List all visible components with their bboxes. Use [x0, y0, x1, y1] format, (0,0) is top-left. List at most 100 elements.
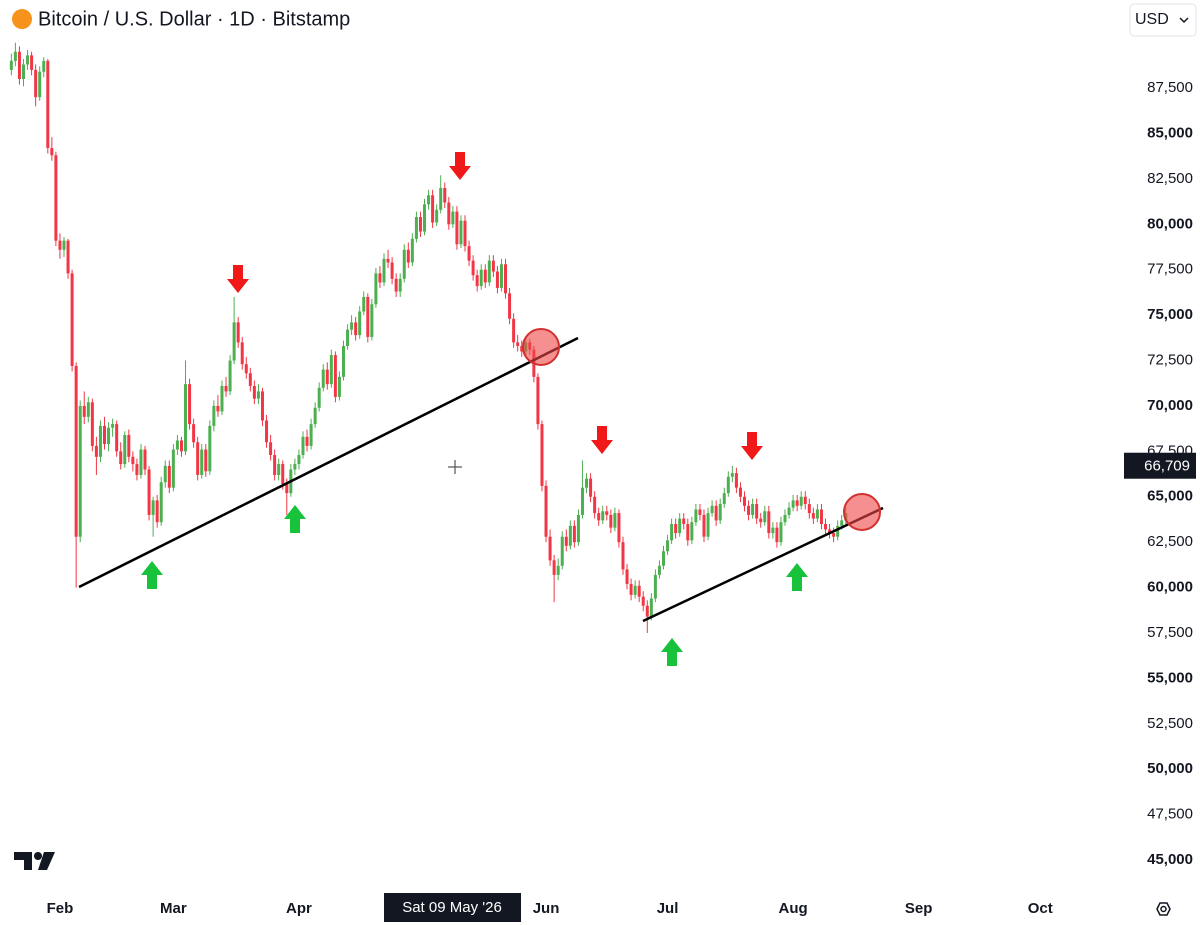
candle-body	[54, 155, 58, 241]
candle-body	[706, 513, 710, 537]
candle-body	[252, 385, 256, 399]
candle-body	[431, 195, 435, 223]
currency-box[interactable]	[1129, 3, 1197, 37]
candle-body	[674, 524, 678, 534]
candle-body	[560, 536, 564, 566]
candle-body	[718, 504, 722, 521]
y-tick-label: 72,500	[1147, 352, 1193, 369]
candle-body	[759, 518, 763, 523]
candle-body	[544, 485, 548, 537]
candle-body	[167, 465, 171, 488]
candle-body	[410, 238, 414, 263]
candle-body	[366, 296, 370, 337]
candle-body	[459, 220, 463, 245]
currency-label[interactable]: USD	[1135, 11, 1169, 28]
crosshair	[448, 460, 462, 474]
candle-body	[333, 355, 337, 397]
candle-body	[625, 569, 629, 584]
candle-body	[256, 391, 260, 399]
y-tick-label: 82,500	[1147, 170, 1193, 187]
candle-body	[471, 260, 475, 276]
candle-body	[447, 202, 451, 225]
candle-body	[491, 260, 495, 272]
down-arrows	[227, 152, 763, 460]
candle-body	[710, 505, 714, 514]
candle-body	[46, 60, 50, 149]
candle-body	[767, 511, 771, 534]
candle-body	[467, 246, 471, 261]
candle-body	[836, 525, 840, 537]
candle-body	[42, 60, 46, 72]
candle-body	[698, 509, 702, 515]
candle-body	[791, 500, 795, 508]
currency-selector[interactable]: USD	[1129, 3, 1197, 37]
candle-body	[224, 385, 228, 392]
candle-body	[580, 487, 584, 515]
candle-body	[155, 500, 159, 523]
candle-body	[260, 391, 264, 421]
tv-logo	[14, 852, 55, 870]
candle-body	[483, 269, 487, 283]
candle-body	[248, 373, 252, 386]
candle-body	[585, 478, 589, 488]
candle-body	[341, 346, 345, 377]
candle-body	[337, 376, 341, 397]
y-tick-label: 85,000	[1147, 124, 1193, 141]
candle-body	[123, 435, 127, 465]
candle-body	[819, 509, 823, 525]
candle-body	[9, 60, 13, 70]
candle-body	[66, 240, 70, 274]
candle-body	[265, 420, 269, 443]
candle-body	[378, 273, 382, 283]
candle-body	[552, 560, 556, 575]
chevron[interactable]	[1179, 17, 1189, 24]
x-tick-label: Mar	[160, 900, 187, 917]
candle-body	[832, 533, 836, 537]
settings-icon[interactable]	[1156, 902, 1171, 916]
candle-body	[589, 478, 593, 497]
candle-body	[795, 500, 799, 506]
crosshair-date-box	[384, 893, 521, 922]
candle-body	[78, 405, 82, 537]
candle-body	[402, 249, 406, 279]
candle-body	[17, 51, 21, 80]
candle-body	[90, 402, 94, 446]
candle-body	[451, 211, 455, 225]
candle-body	[196, 442, 200, 475]
candle-body	[30, 55, 34, 70]
candle-body	[297, 454, 301, 465]
candle-body	[536, 376, 540, 425]
candle-body	[435, 209, 439, 223]
candle-body	[188, 384, 192, 425]
candle-body	[824, 524, 828, 530]
x-tick-label: Feb	[47, 900, 74, 917]
candle-body	[556, 565, 560, 575]
candle-body	[540, 424, 544, 486]
candle-body	[232, 322, 236, 361]
candle-body	[637, 585, 641, 597]
down-arrow	[449, 152, 471, 180]
candle-body	[354, 322, 358, 336]
candle-body	[775, 527, 779, 543]
candle-body	[702, 514, 706, 537]
candle-body	[86, 402, 90, 417]
y-tick-label: 77,500	[1147, 261, 1193, 278]
candle-body	[390, 262, 394, 279]
candle-body	[321, 369, 325, 388]
candle-body	[455, 211, 459, 245]
candle-body	[273, 454, 277, 475]
candle-body	[325, 369, 329, 385]
y-tick-label: 75,000	[1147, 306, 1193, 323]
candle-body	[26, 55, 30, 65]
candle-body	[479, 269, 483, 287]
candle-body	[184, 384, 188, 452]
candle-body	[629, 583, 633, 595]
y-tick-label: 57,500	[1147, 624, 1193, 641]
candle-body	[495, 271, 499, 288]
settings-icon-center[interactable]	[1160, 905, 1167, 913]
candle-body	[475, 275, 479, 287]
y-tick-label: 87,500	[1147, 79, 1193, 96]
candle-body	[548, 536, 552, 561]
candle-body	[633, 585, 637, 595]
candle-body	[159, 482, 163, 523]
